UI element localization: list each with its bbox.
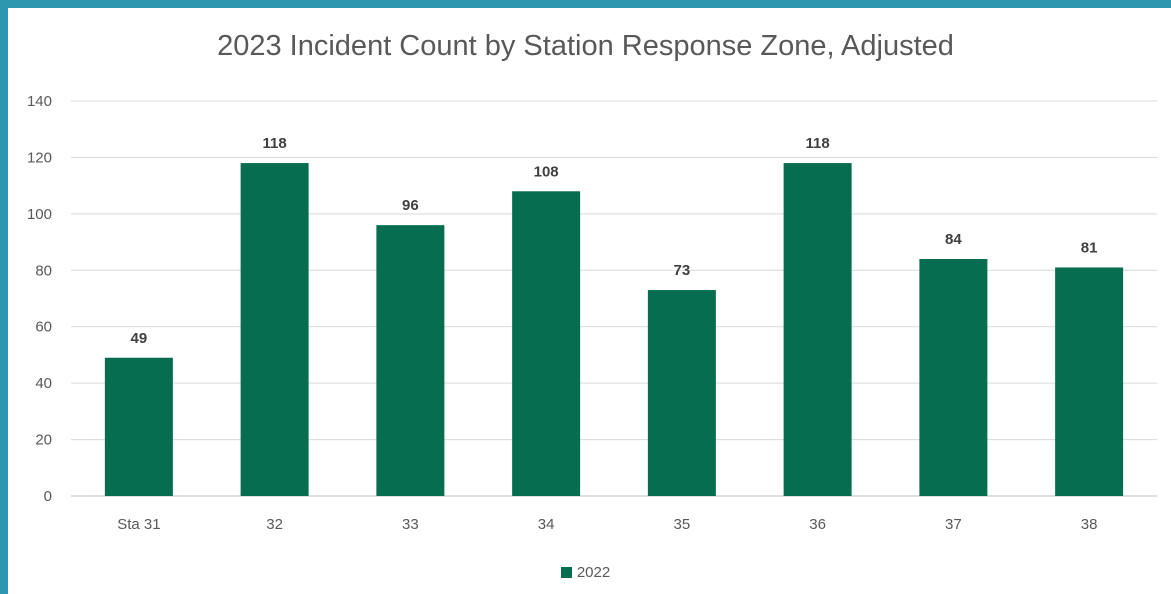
chart-title: 2023 Incident Count by Station Response … bbox=[217, 30, 954, 62]
y-tick-label: 100 bbox=[27, 206, 52, 223]
x-axis-tick-labels: Sta 31 32 33 34 35 36 37 38 bbox=[117, 516, 1097, 533]
data-label: 96 bbox=[402, 197, 419, 214]
data-label: 73 bbox=[674, 262, 691, 279]
y-tick-label: 20 bbox=[35, 432, 52, 449]
bar bbox=[104, 357, 173, 496]
data-label: 108 bbox=[534, 163, 559, 180]
data-label: 118 bbox=[806, 135, 830, 152]
y-axis-tick-labels: 0 20 40 60 80 100 120 140 bbox=[27, 93, 52, 505]
data-labels: 49 118 96 108 73 118 84 81 bbox=[131, 135, 1098, 347]
data-label: 118 bbox=[263, 135, 287, 152]
gridlines bbox=[71, 100, 1157, 497]
data-label: 81 bbox=[1081, 239, 1098, 256]
bar bbox=[240, 163, 309, 497]
x-tick-label: 35 bbox=[674, 516, 691, 533]
bars bbox=[104, 163, 1124, 497]
x-tick-label: 36 bbox=[809, 516, 826, 533]
y-tick-label: 80 bbox=[35, 262, 52, 279]
x-tick-label: 32 bbox=[266, 516, 283, 533]
bar bbox=[512, 191, 581, 497]
bar bbox=[783, 163, 852, 497]
y-tick-label: 60 bbox=[35, 319, 52, 336]
data-label: 49 bbox=[131, 330, 148, 347]
bar bbox=[1055, 267, 1124, 496]
bar bbox=[919, 259, 988, 496]
legend-swatch bbox=[560, 567, 572, 578]
x-tick-label: Sta 31 bbox=[117, 516, 160, 533]
y-tick-label: 0 bbox=[44, 488, 52, 505]
data-label: 84 bbox=[945, 231, 962, 248]
bar bbox=[647, 290, 716, 496]
legend: 2022 bbox=[0, 564, 1171, 581]
x-tick-label: 38 bbox=[1081, 516, 1098, 533]
y-tick-label: 40 bbox=[35, 375, 52, 392]
x-tick-label: 34 bbox=[538, 516, 555, 533]
x-tick-label: 33 bbox=[402, 516, 419, 533]
y-tick-label: 140 bbox=[27, 93, 52, 110]
bar bbox=[376, 225, 445, 496]
y-tick-label: 120 bbox=[27, 149, 52, 166]
x-tick-label: 37 bbox=[945, 516, 962, 533]
legend-label: 2022 bbox=[576, 564, 611, 581]
